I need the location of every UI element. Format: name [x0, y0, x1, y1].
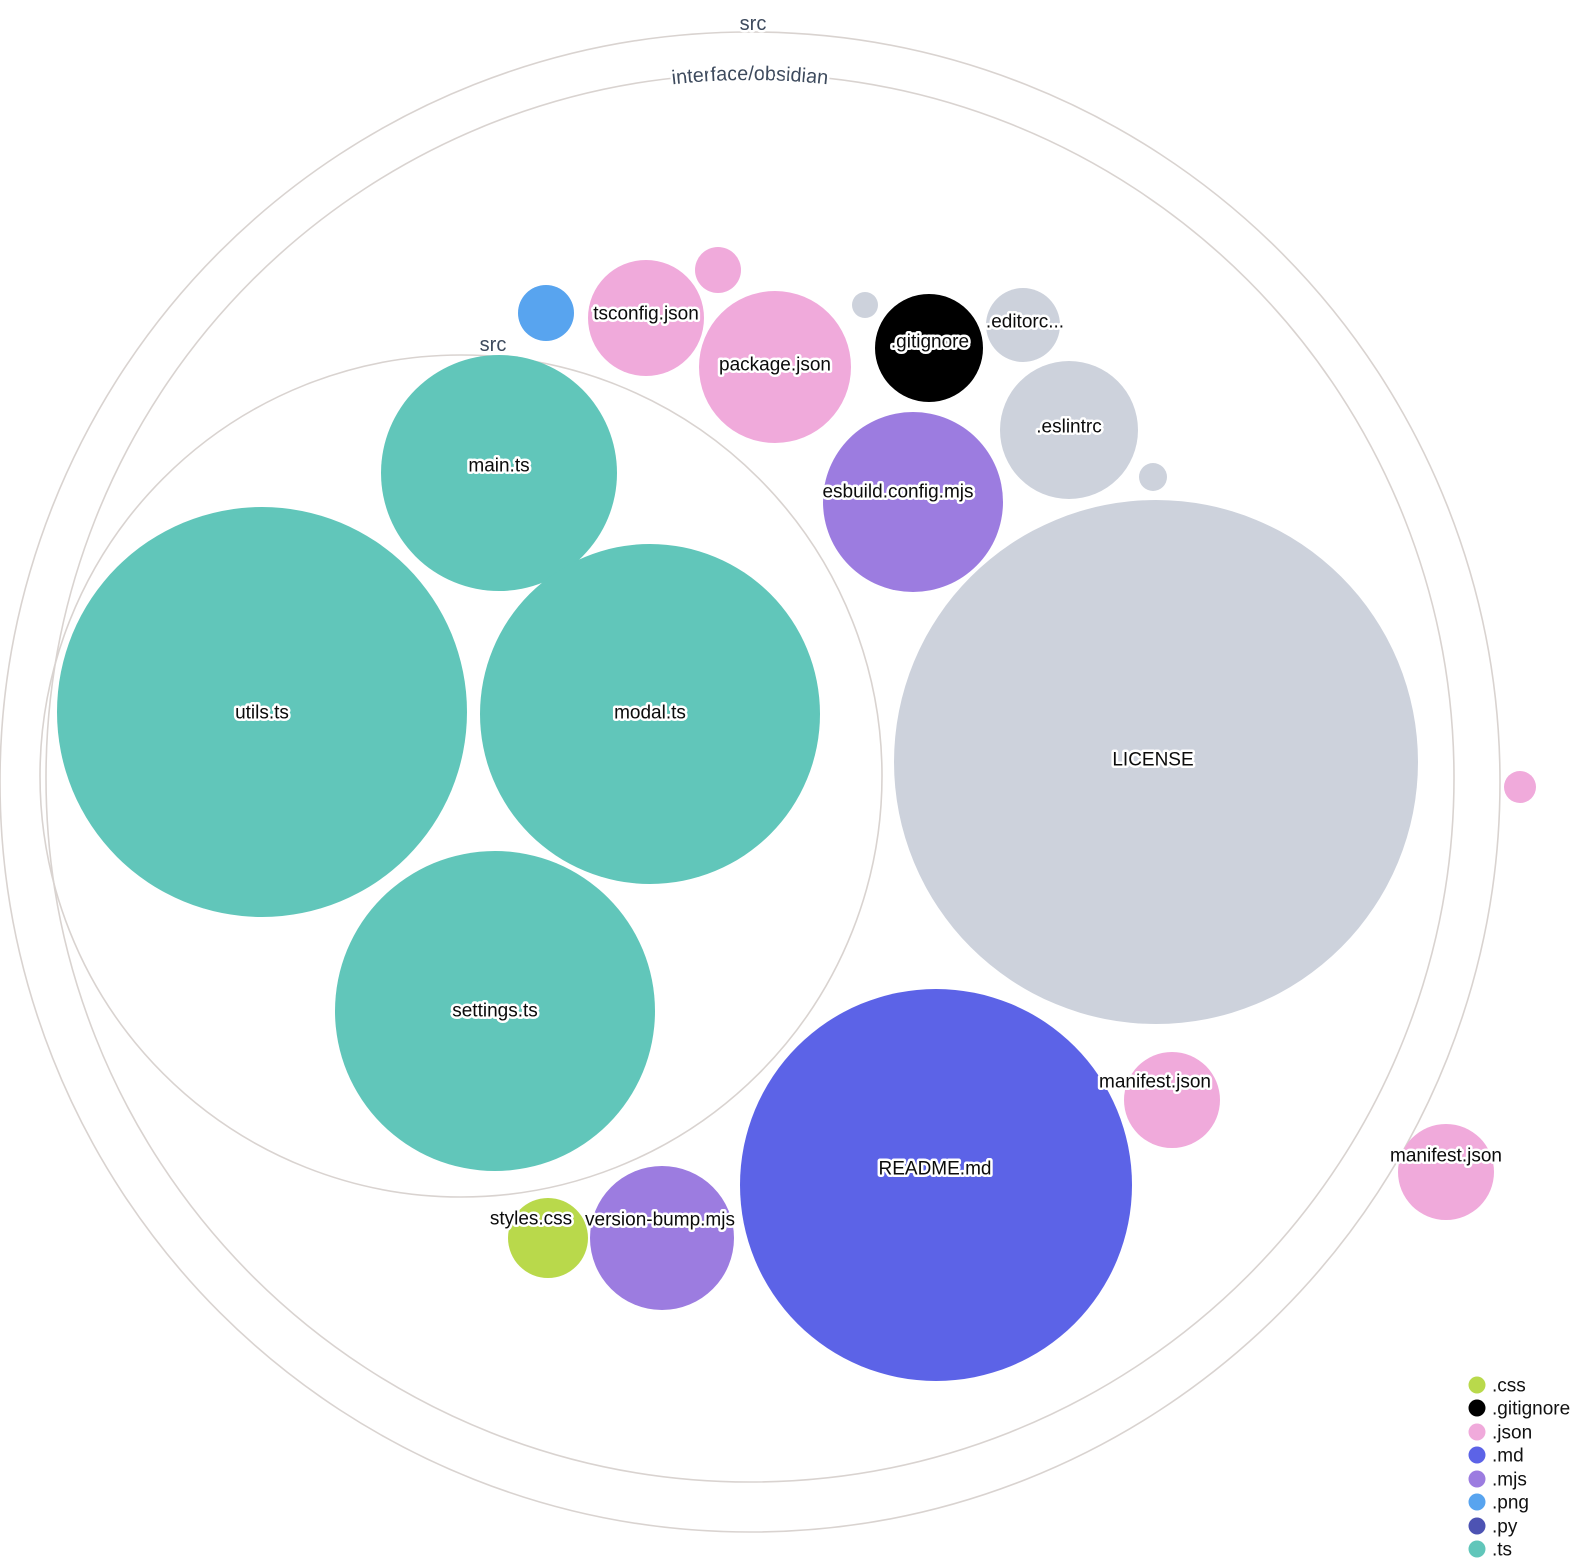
legend-dot-json	[1468, 1423, 1486, 1441]
file-circle-editorconfig[interactable]	[986, 288, 1060, 362]
legend-label-gitignore: .gitignore	[1492, 1399, 1570, 1420]
file-circle-readme-md[interactable]	[740, 989, 1132, 1381]
src-folder-label: src	[480, 334, 507, 356]
file-label-main-ts: main.ts	[468, 456, 529, 477]
file-circle-eslintrc[interactable]	[1000, 361, 1138, 499]
file-circle-manifest-json[interactable]	[1124, 1052, 1220, 1148]
legend-label-py: .py	[1492, 1517, 1518, 1538]
file-circle-small-json-right-edge[interactable]	[1504, 771, 1536, 803]
file-label-styles-css: styles.css	[490, 1209, 572, 1230]
file-circle-modal-ts[interactable]	[480, 544, 820, 884]
legend-dot-mjs	[1468, 1470, 1486, 1488]
file-label-editorconfig: .editorc...	[986, 312, 1064, 333]
legend-dot-ts	[1468, 1540, 1486, 1558]
root-folder-circle[interactable]	[0, 31, 1501, 1533]
file-label-gitignore: .gitignore	[891, 332, 969, 353]
legend-label-json: .json	[1492, 1423, 1532, 1444]
file-circle-package-json[interactable]	[699, 291, 851, 443]
file-circle-utils-ts[interactable]	[57, 507, 467, 917]
file-circle-tsconfig-json[interactable]	[588, 260, 704, 376]
legend-dot-md	[1468, 1446, 1486, 1464]
legend-label-md: .md	[1492, 1446, 1524, 1467]
legend-label-mjs: .mjs	[1492, 1470, 1527, 1491]
file-label-readme-md: README.md	[879, 1159, 992, 1180]
file-label-utils-ts: utils.ts	[235, 703, 289, 724]
file-label-version-bump-mjs: version-bump.mjs	[585, 1210, 735, 1231]
root-folder-label: src	[740, 13, 767, 35]
legend: .css .gitignore .json .md .mjs .png .py …	[1468, 1376, 1570, 1561]
repo-folder-label-text: interface/obsidian	[668, 60, 832, 91]
file-circle-esbuild-config-mjs[interactable]	[823, 412, 1003, 592]
legend-label-css: .css	[1492, 1376, 1526, 1397]
legend-label-png: .png	[1492, 1493, 1529, 1514]
legend-dot-py	[1468, 1517, 1486, 1535]
src-folder-circle[interactable]	[39, 354, 883, 1198]
file-circle-version-bump-mjs[interactable]	[590, 1166, 734, 1310]
file-label-eslintrc: .eslintrc	[1036, 417, 1101, 438]
file-label-package-json: package.json	[719, 355, 831, 376]
legend-dot-png	[1468, 1493, 1486, 1511]
file-label-license: LICENSE	[1112, 750, 1193, 771]
legend-dot-css	[1468, 1376, 1486, 1394]
file-circle-small-gray-right[interactable]	[1139, 463, 1167, 491]
file-circle-small-gray-left[interactable]	[852, 292, 878, 318]
file-circle-manifest-json-outer[interactable]	[1398, 1124, 1494, 1220]
file-label-manifest-json: manifest.json	[1099, 1072, 1211, 1093]
file-label-tsconfig-json: tsconfig.json	[593, 304, 699, 325]
repo-folder-label: interface/obsidian	[671, 63, 830, 89]
file-circle-license[interactable]	[894, 500, 1418, 1024]
legend-dot-gitignore	[1468, 1399, 1486, 1417]
file-label-esbuild-config-mjs: esbuild.config.mjs	[822, 482, 973, 503]
file-label-modal-ts: modal.ts	[614, 703, 686, 724]
file-circle-styles-css[interactable]	[508, 1198, 588, 1278]
file-circle-small-json-top[interactable]	[695, 247, 741, 293]
repo-folder-circle[interactable]	[45, 73, 1455, 1483]
file-circle-settings-ts[interactable]	[335, 851, 655, 1171]
file-circle-gitignore[interactable]	[875, 294, 983, 402]
file-label-manifest-json-outer: manifest.json	[1390, 1146, 1502, 1167]
file-circle-main-ts[interactable]	[381, 355, 617, 591]
legend-label-ts: .ts	[1492, 1540, 1512, 1561]
file-label-settings-ts: settings.ts	[452, 1001, 538, 1022]
file-circle-png[interactable]	[518, 285, 574, 341]
